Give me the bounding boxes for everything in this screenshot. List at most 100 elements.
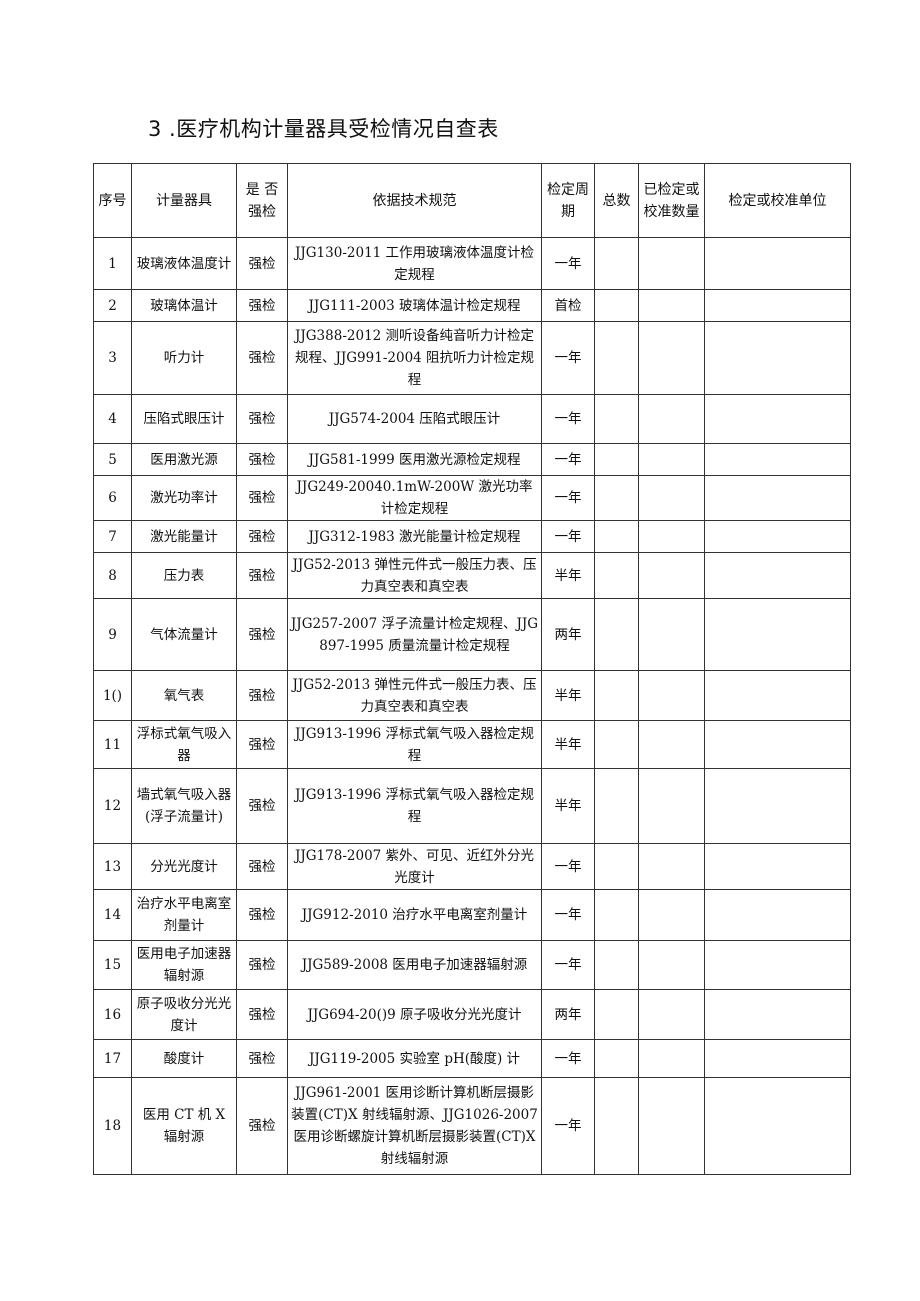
cell-no: 13	[93, 843, 132, 890]
cell-checked	[638, 1039, 705, 1078]
cell-total	[594, 475, 639, 521]
cell-forced: 强检	[236, 989, 288, 1040]
table-row: 8 压力表 强检 JJG52-2013 弹性元件式一般压力表、压力真空表和真空表 半年	[93, 552, 851, 599]
cell-spec: JJG52-2013 弹性元件式一般压力表、压力真空表和真空表	[287, 552, 542, 599]
cell-forced: 强检	[236, 720, 288, 769]
cell-unit	[704, 443, 851, 476]
cell-checked	[638, 475, 705, 521]
cell-total	[594, 670, 639, 721]
cell-spec: JJG130-2011 工作用玻璃液体温度计检定规程	[287, 237, 542, 290]
cell-name: 治疗水平电离室剂量计	[131, 889, 237, 941]
cell-unit	[704, 598, 851, 671]
cell-forced: 强检	[236, 940, 288, 990]
cell-spec: JJG388-2012 测听设备纯音听力计检定规程、JJG991-2004 阻抗…	[287, 321, 542, 395]
table-row: 14 治疗水平电离室剂量计 强检 JJG912-2010 治疗水平电离室剂量计 一年	[93, 889, 851, 941]
cell-total	[594, 889, 639, 941]
header-instrument: 计量器具	[131, 163, 237, 238]
table-row: 7 激光能量计 强检 JJG312-1983 激光能量计检定规程 一年	[93, 520, 851, 553]
cell-unit	[704, 321, 851, 395]
cell-name: 分光光度计	[131, 843, 237, 890]
cell-checked	[638, 289, 705, 322]
cell-total	[594, 598, 639, 671]
cell-cycle: 一年	[541, 475, 595, 521]
cell-checked	[638, 552, 705, 599]
cell-cycle: 半年	[541, 670, 595, 721]
cell-cycle: 半年	[541, 768, 595, 844]
header-spec: 依据技术规范	[287, 163, 542, 238]
cell-no: 15	[93, 940, 132, 990]
page-title: 3 .医疗机构计量器具受检情况自查表	[148, 117, 499, 141]
cell-spec: JJG178-2007 紫外、可见、近红外分光光度计	[287, 843, 542, 890]
cell-name: 听力计	[131, 321, 237, 395]
cell-unit	[704, 237, 851, 290]
cell-checked	[638, 843, 705, 890]
cell-total	[594, 1039, 639, 1078]
cell-spec: JJG912-2010 治疗水平电离室剂量计	[287, 889, 542, 941]
cell-forced: 强检	[236, 843, 288, 890]
cell-checked	[638, 720, 705, 769]
cell-total	[594, 394, 639, 444]
table-row: 6 激光功率计 强检 JJG249-20040.1mW-200W 激光功率计检定规程一…	[93, 475, 851, 521]
table-row: 9 气体流量计 强检 JJG257-2007 浮子流量计检定规程、JJG897-199…	[93, 598, 851, 671]
cell-name: 玻璃液体温度计	[131, 237, 237, 290]
cell-checked	[638, 520, 705, 553]
cell-spec: JJG249-20040.1mW-200W 激光功率计检定规程	[287, 475, 542, 521]
cell-total	[594, 768, 639, 844]
cell-forced: 强检	[236, 443, 288, 476]
cell-name: 压陷式眼压计	[131, 394, 237, 444]
cell-cycle: 首检	[541, 289, 595, 322]
cell-unit	[704, 940, 851, 990]
cell-cycle: 半年	[541, 552, 595, 599]
cell-forced: 强检	[236, 552, 288, 599]
cell-unit	[704, 394, 851, 444]
cell-forced: 强检	[236, 598, 288, 671]
table-row: 12 墙式氧气吸入器(浮子流量计) 强检 JJG913-1996 浮标式氧气吸入器检定…	[93, 768, 851, 844]
cell-checked	[638, 768, 705, 844]
cell-total	[594, 321, 639, 395]
cell-spec: JJG961-2001 医用诊断计算机断层摄影装置(CT)X 射线辐射源、JJG…	[287, 1077, 542, 1175]
header-cycle: 检定周期	[541, 163, 595, 238]
cell-no: 1()	[93, 670, 132, 721]
cell-checked	[638, 394, 705, 444]
header-no: 序号	[93, 163, 132, 238]
cell-cycle: 两年	[541, 598, 595, 671]
cell-forced: 强检	[236, 520, 288, 553]
inspection-table: 序号 计量器具是 否强检 依据技术规范 检定周期 总数 已检定或校准数量 检定或校准单位 1…	[93, 163, 851, 1175]
cell-spec: JJG111-2003 玻璃体温计检定规程	[287, 289, 542, 322]
cell-forced: 强检	[236, 670, 288, 721]
cell-forced: 强检	[236, 237, 288, 290]
cell-no: 11	[93, 720, 132, 769]
cell-name: 原子吸收分光光度计	[131, 989, 237, 1040]
cell-unit	[704, 1077, 851, 1175]
cell-unit	[704, 843, 851, 890]
header-row: 序号 计量器具是 否强检 依据技术规范 检定周期 总数 已检定或校准数量 检定或校准单位	[93, 163, 851, 238]
cell-total	[594, 940, 639, 990]
cell-total	[594, 989, 639, 1040]
table-row: 15 医用电子加速器辐射源 强检 JJG589-2008 医用电子加速器辐射源 一年	[93, 940, 851, 990]
cell-spec: JJG119-2005 实验室 pH(酸度) 计	[287, 1039, 542, 1078]
header-unit: 检定或校准单位	[704, 163, 851, 238]
cell-forced: 强检	[236, 889, 288, 941]
cell-spec: JJG574-2004 压陷式眼压计	[287, 394, 542, 444]
cell-cycle: 一年	[541, 321, 595, 395]
cell-name: 玻璃体温计	[131, 289, 237, 322]
cell-unit	[704, 552, 851, 599]
cell-no: 18	[93, 1077, 132, 1175]
table-row: 16 原子吸收分光光度计 强检 JJG694-20()9 原子吸收分光光度计 两年	[93, 989, 851, 1040]
cell-name: 氧气表	[131, 670, 237, 721]
cell-no: 9	[93, 598, 132, 671]
cell-no: 2	[93, 289, 132, 322]
cell-cycle: 一年	[541, 889, 595, 941]
cell-spec: JJG913-1996 浮标式氧气吸入器检定规程	[287, 768, 542, 844]
cell-unit	[704, 720, 851, 769]
table-row: 1() 氧气表 强检 JJG52-2013 弹性元件式一般压力表、压力真空表和真空表半…	[93, 670, 851, 721]
cell-checked	[638, 443, 705, 476]
cell-cycle: 一年	[541, 443, 595, 476]
cell-forced: 强检	[236, 475, 288, 521]
cell-cycle: 一年	[541, 940, 595, 990]
table-row: 17 酸度计 强检 JJG119-2005 实验室 pH(酸度) 计一年	[93, 1039, 851, 1078]
cell-cycle: 一年	[541, 1077, 595, 1175]
header-checked: 已检定或校准数量	[638, 163, 705, 238]
cell-unit	[704, 670, 851, 721]
cell-spec: JJG257-2007 浮子流量计检定规程、JJG897-1995 质量流量计检…	[287, 598, 542, 671]
